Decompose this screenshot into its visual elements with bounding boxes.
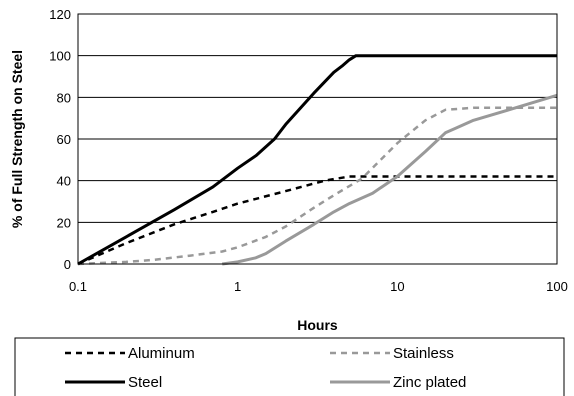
y-tick-label: 20 (57, 215, 71, 230)
y-tick-label: 100 (49, 49, 71, 64)
x-tick-label: 0.1 (69, 279, 87, 294)
legend-label: Stainless (393, 345, 454, 362)
y-axis-title: % of Full Strength on Steel (9, 50, 25, 228)
x-tick-labels: 0.1 1 10 100 (69, 279, 568, 294)
y-tick-label: 0 (64, 257, 71, 272)
plot-frame (77, 13, 558, 265)
legend-item: Steel (65, 374, 162, 391)
legend-item: Zinc plated (330, 374, 466, 391)
series-line-zinc-plated (221, 93, 558, 266)
y-tick-label: 80 (57, 90, 71, 105)
y-tick-label: 60 (57, 132, 71, 147)
legend-item: Stainless (330, 345, 454, 362)
x-tick-label: 100 (546, 279, 568, 294)
y-tick-labels: 0 20 40 60 80 100 120 (49, 7, 71, 272)
x-axis-title: Hours (297, 317, 338, 333)
legend-label: Zinc plated (393, 374, 466, 391)
series-line-stainless (77, 106, 557, 266)
x-tick-label: 10 (390, 279, 404, 294)
legend-items: Aluminum Stainless Steel Zinc plated (65, 345, 466, 391)
series-layer (77, 54, 558, 266)
legend-label: Aluminum (128, 345, 195, 362)
legend-label: Steel (128, 374, 162, 391)
legend (14, 337, 565, 396)
x-tick-label: 1 (234, 279, 241, 294)
series-line-steel (77, 54, 557, 266)
series-line-aluminum (77, 175, 557, 266)
y-tick-label: 40 (57, 174, 71, 189)
y-tick-label: 120 (49, 7, 71, 22)
legend-item: Aluminum (65, 345, 195, 362)
